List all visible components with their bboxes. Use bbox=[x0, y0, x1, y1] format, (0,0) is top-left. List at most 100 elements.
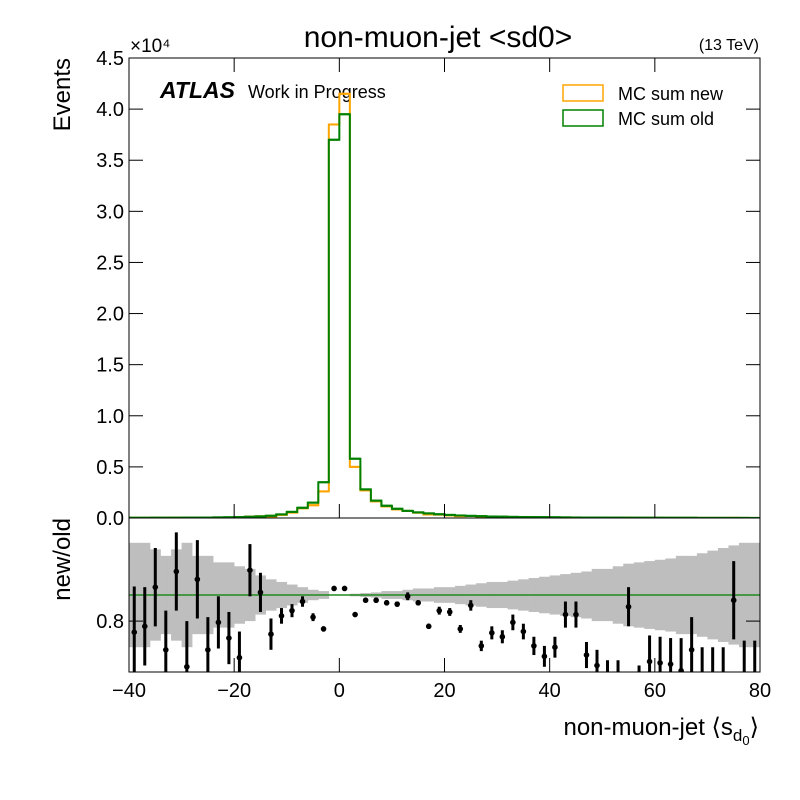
x-tick-label: −40 bbox=[112, 680, 146, 702]
x-tick-label: 80 bbox=[749, 680, 771, 702]
ratio-point bbox=[710, 684, 716, 690]
ratio-point bbox=[552, 644, 558, 651]
ratio-point bbox=[541, 653, 548, 660]
experiment-label: ATLAS bbox=[159, 77, 236, 103]
ratio-point bbox=[268, 631, 274, 637]
ratio-point bbox=[215, 619, 222, 626]
ratio-point bbox=[415, 600, 422, 606]
ratio-point bbox=[594, 662, 600, 669]
y-axis-label: Events bbox=[49, 58, 76, 131]
ratio-point bbox=[573, 611, 579, 618]
y-tick-label: 2.0 bbox=[96, 304, 124, 326]
ratio-point bbox=[489, 630, 495, 636]
chart-title: non-muon-jet <sd0> bbox=[304, 21, 573, 54]
ratio-point bbox=[720, 684, 726, 690]
ratio-frame bbox=[128, 517, 761, 673]
ratio-point bbox=[383, 600, 390, 606]
x-tick-label: −20 bbox=[217, 680, 251, 702]
ratio-point bbox=[394, 601, 400, 607]
ratio-point bbox=[362, 597, 369, 604]
ratio-point bbox=[510, 619, 516, 626]
ratio-point bbox=[562, 611, 569, 618]
ratio-point bbox=[152, 584, 159, 590]
ratio-point bbox=[615, 677, 621, 683]
legend-swatch bbox=[562, 84, 604, 102]
x-axis-label-main: non-muon-jet ⟨s bbox=[563, 714, 732, 741]
ratio-plot bbox=[129, 532, 760, 692]
step-connector bbox=[129, 113, 750, 518]
ratio-point bbox=[247, 567, 253, 574]
ratio-point bbox=[131, 629, 138, 635]
ratio-point bbox=[678, 667, 684, 672]
y-tick-label: 1.0 bbox=[96, 406, 124, 428]
ratio-point bbox=[331, 585, 337, 592]
x-tick-label: 20 bbox=[433, 680, 455, 702]
ratio-point bbox=[499, 633, 506, 640]
axis-multiplier: ×10⁴ bbox=[130, 36, 170, 57]
ratio-y-axis-label: new/old bbox=[49, 518, 76, 601]
status-label: Work in Progress bbox=[248, 82, 386, 102]
ratio-point bbox=[184, 663, 190, 670]
ratio-point bbox=[436, 607, 443, 614]
ratio-point bbox=[341, 585, 348, 592]
y-tick-label: 0.0 bbox=[96, 508, 124, 530]
ratio-point bbox=[625, 603, 632, 610]
ratio-point bbox=[352, 611, 358, 618]
y-tick-label: 3.5 bbox=[96, 150, 124, 172]
y-tick-label: 2.5 bbox=[96, 252, 124, 274]
x-axis-label-sub: d bbox=[733, 726, 742, 745]
ratio-point bbox=[226, 635, 232, 641]
x-tick-label: 40 bbox=[539, 680, 561, 702]
ratio-point bbox=[646, 658, 653, 665]
ratio-point bbox=[289, 607, 295, 614]
ratio-point bbox=[163, 647, 169, 653]
ratio-point bbox=[467, 602, 474, 609]
axes: 0.0 0.5 1.0 1.5 2.0 2.5 3.0 3.5 4.0 4.5 MC sum new… bbox=[96, 48, 771, 702]
ratio-point bbox=[657, 660, 663, 666]
ratio-point bbox=[205, 647, 211, 653]
x-axis-label-subsub: 0 bbox=[742, 733, 749, 748]
y-tick-label: 0.5 bbox=[96, 457, 124, 479]
ratio-point bbox=[457, 626, 464, 632]
ratio-point bbox=[605, 677, 611, 683]
ratio-point bbox=[310, 614, 316, 620]
ratio-point bbox=[688, 647, 695, 653]
y-tick-label: 4.0 bbox=[96, 99, 124, 121]
ratio-point bbox=[520, 628, 527, 635]
y-tick-label: 3.0 bbox=[96, 201, 124, 223]
ratio-point bbox=[636, 686, 642, 692]
ratio-point bbox=[278, 613, 285, 619]
ratio-point bbox=[404, 593, 411, 600]
ratio-point bbox=[730, 597, 737, 604]
ratio-point bbox=[446, 609, 453, 615]
ratio-point bbox=[236, 654, 243, 661]
ratio-point bbox=[741, 684, 747, 690]
ratio-point bbox=[373, 597, 379, 604]
energy-label: (13 TeV) bbox=[699, 37, 759, 54]
ratio-point bbox=[667, 661, 674, 667]
ratio-point bbox=[299, 598, 306, 605]
x-axis-label: non-muon-jet ⟨sd0⟩ bbox=[563, 714, 759, 748]
ratio-point bbox=[320, 626, 327, 632]
ratio-point bbox=[141, 623, 148, 630]
ratio-point bbox=[257, 589, 264, 596]
y-tick-label: 4.5 bbox=[96, 48, 124, 70]
ratio-point bbox=[194, 576, 201, 583]
legend-label: MC sum old bbox=[618, 109, 714, 129]
x-tick-label: 60 bbox=[644, 680, 666, 702]
ratio-point bbox=[173, 568, 180, 575]
ratio-point bbox=[583, 652, 590, 658]
ratio-point bbox=[478, 643, 485, 649]
main-plot bbox=[129, 92, 760, 518]
y-tick-label: 1.5 bbox=[96, 355, 124, 377]
ratio-point bbox=[699, 684, 705, 690]
x-axis-label-end: ⟩ bbox=[750, 714, 759, 741]
legend-label: MC sum new bbox=[618, 84, 724, 104]
ratio-point bbox=[425, 623, 432, 630]
step-connector bbox=[129, 92, 750, 518]
y-tick-label: 0.8 bbox=[96, 611, 124, 633]
ratio-point bbox=[531, 643, 537, 649]
legend-swatch bbox=[562, 109, 604, 127]
x-tick-label: 0 bbox=[334, 680, 345, 702]
